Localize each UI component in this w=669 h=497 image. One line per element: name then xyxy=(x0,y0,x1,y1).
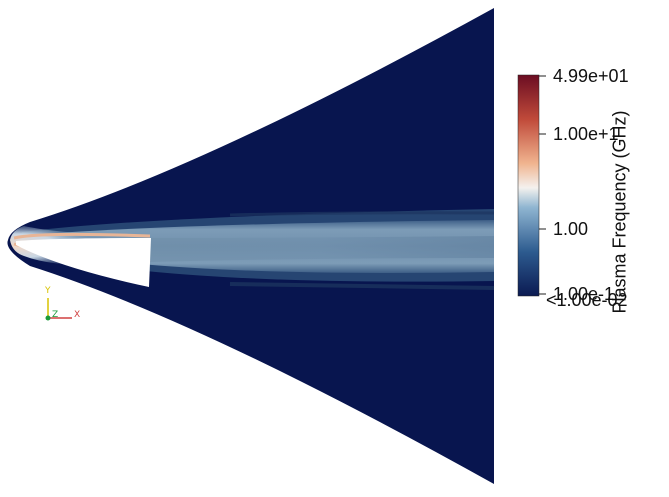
colorbar-label-1: 1.00 xyxy=(553,219,589,239)
axis-y-label: Y xyxy=(45,286,51,296)
colorbar-title: Plasma Frequency (GHz) xyxy=(609,110,630,314)
colorbar-label-max: 4.99e+01 xyxy=(553,66,629,86)
colorbar-label-10: 1.00e+1 xyxy=(553,124,619,144)
axis-z-label: Z xyxy=(52,310,59,320)
colorbar xyxy=(517,74,540,297)
axis-x-label: X xyxy=(74,310,81,320)
axes-orientation-widget xyxy=(45,298,72,321)
vehicle-body xyxy=(16,238,151,287)
colorbar-label-min: <1.00e-02 xyxy=(546,290,628,310)
wake-center xyxy=(150,236,494,262)
colorbar-label-01: 1.00e-1 xyxy=(553,284,615,304)
